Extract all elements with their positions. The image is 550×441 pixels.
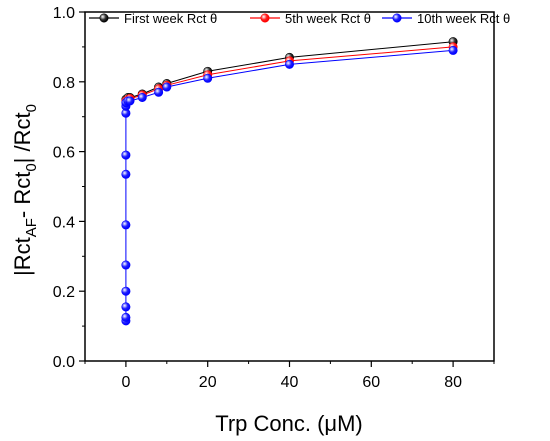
series-line bbox=[125, 49, 454, 321]
legend-marker bbox=[392, 13, 402, 23]
x-tick-label: 60 bbox=[362, 374, 380, 391]
y-tick-label: 0.8 bbox=[53, 75, 75, 92]
y-axis-title-sub: 0 bbox=[23, 104, 40, 112]
data-point bbox=[448, 45, 458, 55]
x-axis-title: Trp Conc. (μM) bbox=[215, 411, 363, 436]
y-axis-title-part: |Rct bbox=[10, 237, 35, 276]
data-point bbox=[121, 150, 131, 160]
y-tick-label: 0.2 bbox=[53, 284, 75, 301]
legend-label: First week Rct θ bbox=[124, 11, 217, 26]
data-point bbox=[121, 312, 131, 322]
legend-marker bbox=[99, 13, 109, 23]
data-point bbox=[121, 169, 131, 179]
data-point bbox=[121, 302, 131, 312]
series-line bbox=[125, 41, 454, 100]
legend-marker bbox=[260, 13, 270, 23]
x-tick-label: 80 bbox=[444, 374, 462, 391]
x-tick-label: 0 bbox=[121, 374, 130, 391]
data-point bbox=[137, 93, 147, 103]
data-point bbox=[154, 87, 164, 97]
data-point bbox=[125, 96, 135, 106]
axis-ticks: 0.0 0.2 0.4 0.6 0.8 1.0 0 20 40 60 80 bbox=[53, 5, 495, 391]
data-point bbox=[203, 73, 213, 83]
data-point bbox=[121, 286, 131, 296]
data-point bbox=[121, 260, 131, 270]
y-tick-label: 0.0 bbox=[53, 354, 75, 371]
y-axis-title-part: | /Rct bbox=[10, 112, 35, 163]
data-point bbox=[121, 220, 131, 230]
legend-label: 5th week Rct θ bbox=[285, 11, 371, 26]
y-tick-label: 0.6 bbox=[53, 145, 75, 162]
legend: First week Rct θ 5th week Rct θ 10th week … bbox=[89, 11, 510, 26]
data-point bbox=[162, 82, 172, 92]
y-axis-title-sub: 0 bbox=[23, 163, 40, 171]
data-point bbox=[284, 59, 294, 69]
series-layer bbox=[121, 37, 458, 326]
x-tick-label: 20 bbox=[199, 374, 217, 391]
y-tick-label: 1.0 bbox=[53, 5, 75, 22]
y-tick-label: 0.4 bbox=[53, 214, 75, 231]
x-tick-label: 40 bbox=[281, 374, 299, 391]
y-axis-title: |RctAF- Rct0| /Rct0 bbox=[10, 104, 40, 276]
y-axis-title-part: - Rct bbox=[10, 172, 35, 218]
legend-label: 10th week Rct θ bbox=[417, 11, 510, 26]
y-axis-title-sub: AF bbox=[23, 218, 40, 237]
